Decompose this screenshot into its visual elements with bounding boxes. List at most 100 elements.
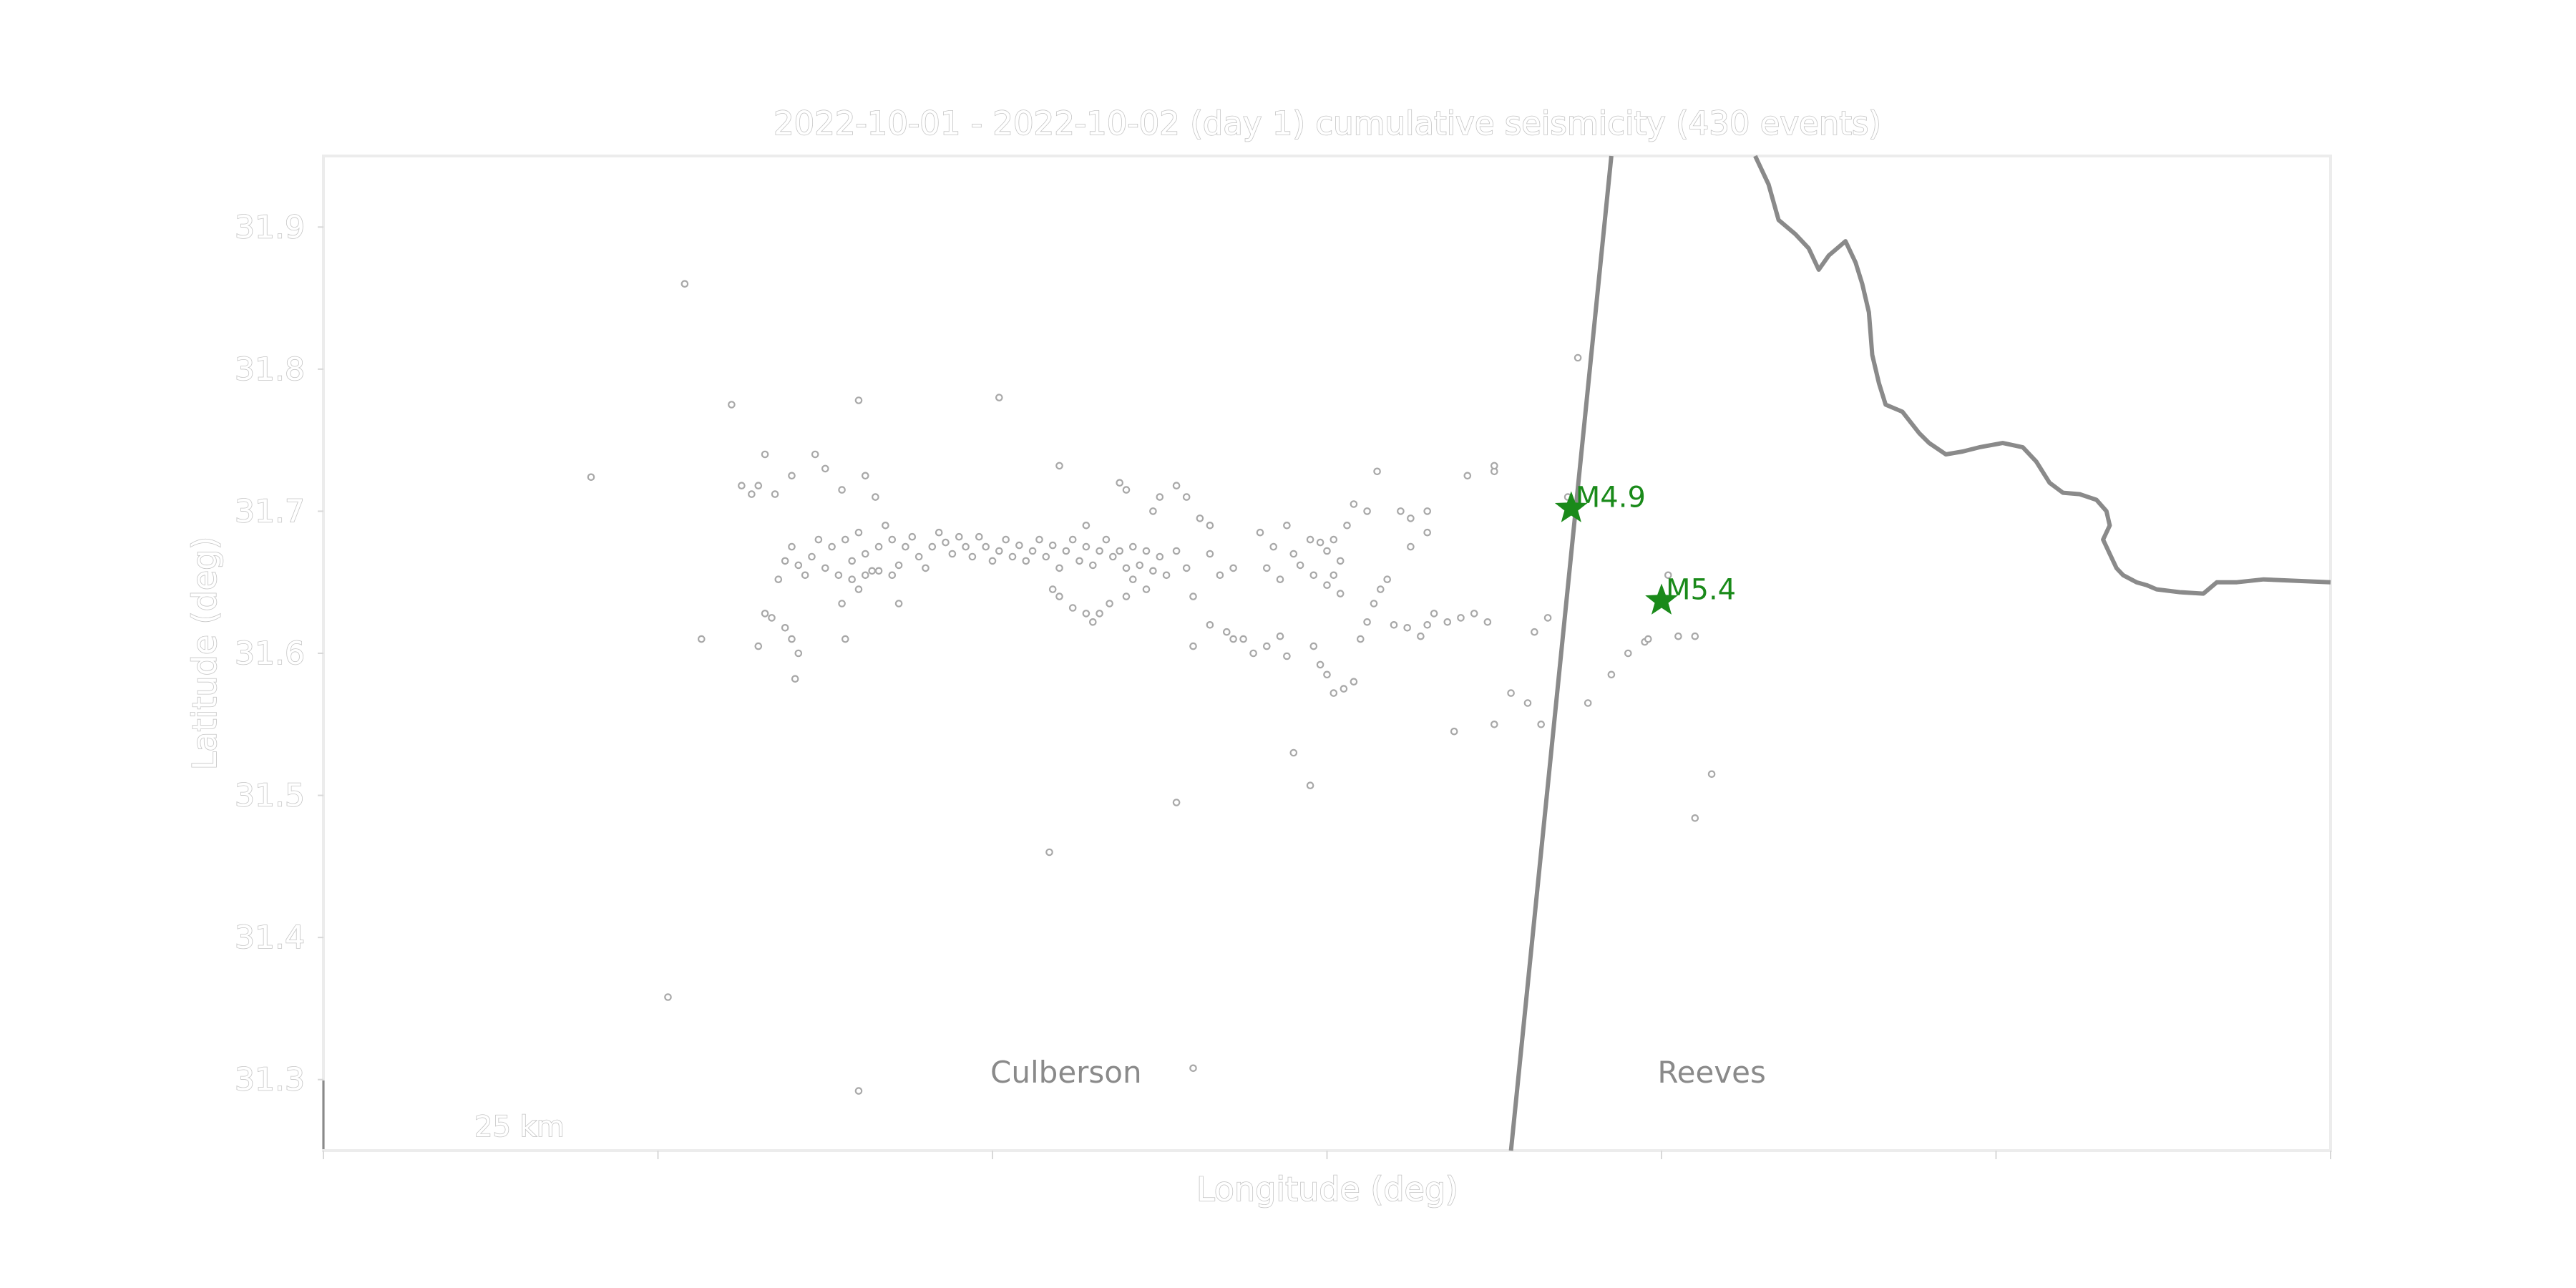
event-point-177 — [1407, 542, 1415, 551]
event-point-195 — [1691, 632, 1699, 640]
event-point-146 — [1357, 635, 1365, 643]
event-point-180 — [1206, 521, 1214, 530]
y-tick-label-0: 31.3 — [235, 1062, 305, 1098]
event-point-109 — [1149, 507, 1157, 515]
event-point-156 — [1443, 618, 1452, 626]
event-point-73 — [888, 571, 897, 580]
mainshock-star-1 — [1645, 583, 1678, 615]
event-point-71 — [862, 571, 869, 580]
event-point-153 — [1417, 632, 1425, 640]
event-point-117 — [1283, 521, 1291, 530]
event-point-127 — [1330, 571, 1338, 580]
event-point-93 — [1082, 610, 1091, 618]
event-point-28 — [894, 561, 903, 570]
event-point-47 — [1022, 557, 1030, 565]
event-point-121 — [1323, 547, 1331, 555]
y-axis-label: Latitude (deg) — [185, 537, 224, 771]
event-point-22 — [854, 528, 863, 537]
event-point-37 — [955, 532, 963, 541]
event-point-52 — [1055, 564, 1063, 572]
event-point-136 — [1249, 649, 1257, 658]
event-point-29 — [902, 542, 909, 551]
event-point-145 — [1350, 678, 1358, 686]
event-point-184 — [1306, 781, 1314, 789]
mainshock-markers: M4.9 M5.4 — [1554, 481, 1736, 615]
event-point-190 — [1607, 670, 1616, 679]
x-axis-ticks — [323, 1151, 2331, 1159]
event-point-31 — [914, 552, 923, 561]
event-point-150 — [1383, 575, 1391, 583]
county-label-1: Reeves — [1657, 1055, 1766, 1090]
event-markers — [587, 280, 1716, 1095]
event-point-62 — [1122, 564, 1131, 572]
event-point-116 — [1269, 542, 1277, 551]
event-point-138 — [1276, 632, 1284, 640]
event-point-161 — [1507, 689, 1515, 697]
event-point-1 — [587, 473, 595, 482]
event-point-39 — [968, 552, 977, 561]
event-point-88 — [894, 600, 903, 608]
event-point-95 — [1096, 610, 1103, 618]
event-point-175 — [1363, 507, 1371, 515]
y-tick-label-4: 31.7 — [235, 493, 305, 530]
event-point-19 — [828, 542, 836, 551]
event-point-60 — [1109, 552, 1117, 561]
event-point-181 — [1196, 514, 1204, 522]
event-point-144 — [1340, 685, 1348, 693]
chart-title: 2022-10-01 - 2022-10-02 (day 1) cumulati… — [774, 104, 1881, 142]
event-point-38 — [962, 542, 970, 551]
event-point-8 — [738, 482, 746, 489]
event-point-162 — [1523, 699, 1532, 707]
event-point-130 — [1263, 564, 1271, 572]
event-point-83 — [794, 649, 803, 658]
event-point-167 — [1423, 507, 1431, 515]
event-point-140 — [1309, 642, 1318, 650]
event-point-86 — [761, 610, 769, 618]
event-point-94 — [1089, 618, 1097, 626]
mainshock-star-0 — [1554, 491, 1588, 522]
event-point-68 — [821, 564, 829, 572]
event-point-102 — [1172, 547, 1181, 555]
event-point-15 — [838, 486, 846, 494]
event-point-77 — [788, 542, 796, 551]
event-point-43 — [995, 547, 1003, 555]
event-point-164 — [1537, 720, 1545, 728]
event-point-100 — [1142, 585, 1151, 593]
event-point-107 — [1172, 482, 1181, 489]
event-point-170 — [1373, 467, 1381, 476]
event-point-129 — [1276, 575, 1284, 583]
event-point-197 — [1691, 814, 1699, 822]
event-point-183 — [1289, 748, 1298, 757]
event-point-61 — [1116, 547, 1123, 555]
event-point-154 — [1423, 620, 1431, 629]
event-point-44 — [1002, 535, 1010, 544]
event-point-35 — [942, 538, 950, 547]
event-point-128 — [1336, 590, 1345, 597]
event-point-191 — [1624, 649, 1632, 658]
event-point-41 — [982, 542, 990, 551]
event-point-166 — [1574, 353, 1582, 362]
event-point-105 — [1116, 479, 1123, 487]
event-point-171 — [1463, 472, 1472, 480]
plot-frame — [322, 155, 2332, 1152]
y-axis-ticks: 31.3 31.4 31.5 31.6 31.7 31.8 31.9 — [234, 208, 323, 1099]
event-point-135 — [1239, 635, 1247, 643]
event-point-160 — [1491, 720, 1498, 728]
event-point-159 — [1483, 618, 1492, 626]
event-point-26 — [882, 521, 889, 530]
event-point-112 — [1206, 550, 1214, 558]
event-point-21 — [848, 557, 856, 565]
event-point-36 — [948, 550, 957, 558]
map-outlines — [1508, 155, 2331, 1151]
county-labels: Culberson Reeves — [990, 1055, 1766, 1090]
event-point-152 — [1403, 623, 1411, 632]
event-point-168 — [1397, 507, 1405, 515]
event-point-17 — [872, 493, 879, 501]
event-point-0 — [680, 280, 689, 288]
event-point-155 — [1430, 610, 1438, 618]
event-point-118 — [1289, 550, 1298, 558]
event-point-85 — [754, 642, 763, 650]
event-point-69 — [834, 571, 843, 580]
event-point-133 — [1223, 628, 1231, 636]
event-point-147 — [1363, 618, 1371, 626]
